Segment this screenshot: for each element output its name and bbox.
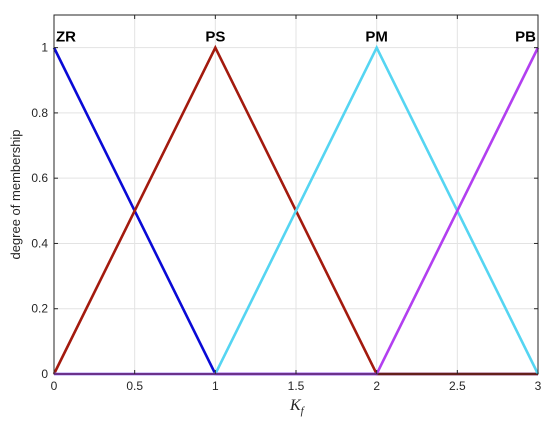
x-tick-label-0: 0 — [51, 379, 58, 393]
y-axis-label: degree of membership — [8, 129, 23, 259]
grid — [53, 15, 539, 375]
y-tick-label-5: 1 — [41, 41, 48, 55]
x-axis-label-subscript: f — [301, 405, 306, 417]
series-labels: ZR PS PM PB — [56, 29, 536, 46]
y-tick-label-0: 0 — [41, 367, 48, 381]
series-label-pb: PB — [515, 29, 536, 46]
series-label-ps: PS — [205, 29, 225, 46]
x-tick-label-5: 2.5 — [449, 379, 466, 393]
x-tick-label-2: 1 — [212, 379, 219, 393]
series-label-pm: PM — [365, 29, 388, 46]
x-axis-label-main: K — [289, 397, 302, 414]
series-label-zr: ZR — [56, 29, 76, 46]
x-tick-label-3: 1.5 — [288, 379, 305, 393]
x-tick-label-6: 3 — [535, 379, 542, 393]
y-tick-label-1: 0.2 — [31, 302, 48, 316]
axis-ticks: 0 0.5 1 1.5 2 2.5 3 0 0.2 0.4 0.6 0.8 1 — [31, 15, 542, 393]
x-tick-label-4: 2 — [373, 379, 380, 393]
x-tick-label-1: 0.5 — [126, 379, 143, 393]
x-axis-label: Kf — [289, 397, 306, 417]
y-tick-label-4: 0.8 — [31, 106, 48, 120]
y-tick-label-3: 0.6 — [31, 171, 48, 185]
y-tick-label-2: 0.4 — [31, 236, 48, 250]
